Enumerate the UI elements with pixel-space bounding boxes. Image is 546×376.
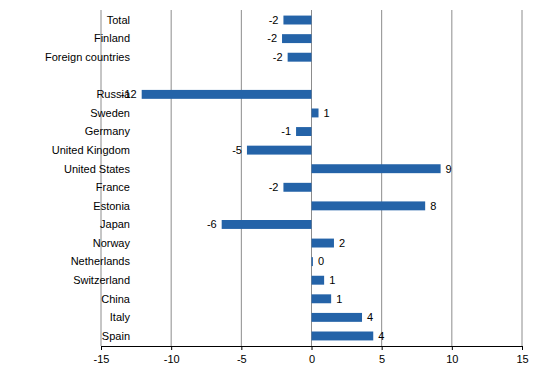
grid-line — [241, 10, 242, 346]
category-label: Norway — [93, 237, 131, 249]
data-label: 1 — [336, 293, 342, 305]
data-label: -2 — [269, 14, 279, 26]
data-label: 9 — [446, 163, 452, 175]
x-tick-label: -5 — [237, 353, 247, 365]
x-tick-label: -15 — [94, 353, 110, 365]
grid-line — [451, 10, 452, 346]
bar — [296, 127, 311, 136]
bar — [312, 294, 332, 303]
category-label: Finland — [94, 32, 130, 44]
x-tick: 15 — [516, 346, 528, 365]
category-label: Netherlands — [71, 255, 131, 267]
grid — [101, 10, 522, 346]
data-label: 4 — [378, 330, 384, 342]
x-tick-label: 10 — [446, 353, 458, 365]
grid-line — [522, 10, 523, 346]
bar — [312, 257, 313, 266]
data-label: -5 — [232, 144, 242, 156]
category-label: Total — [107, 14, 130, 26]
data-label: 4 — [367, 311, 373, 323]
x-tick-mark — [101, 346, 102, 350]
bar — [312, 332, 374, 341]
category-label: Estonia — [93, 200, 131, 212]
data-label: -2 — [273, 51, 283, 63]
category-label: Sweden — [90, 107, 130, 119]
x-tick: 10 — [446, 346, 458, 365]
bar — [312, 164, 441, 173]
x-tick: -10 — [164, 346, 180, 365]
x-tick: 0 — [309, 346, 315, 365]
category-label: Italy — [110, 311, 131, 323]
x-tick-mark — [522, 346, 523, 350]
category-label: United States — [64, 163, 131, 175]
category-label: Spain — [102, 330, 130, 342]
x-tick-mark — [382, 346, 383, 350]
bar — [288, 53, 312, 62]
x-tick-label: -10 — [164, 353, 180, 365]
bars — [142, 16, 441, 341]
chart: -15-10-5051015TotalFinlandForeign countr… — [0, 0, 546, 376]
bar — [312, 313, 363, 322]
x-tick-label: 0 — [309, 353, 315, 365]
bar — [282, 34, 311, 43]
category-label: China — [101, 293, 131, 305]
data-label: 1 — [329, 274, 335, 286]
x-tick-mark — [171, 346, 172, 350]
bar — [283, 183, 311, 192]
category-label: Japan — [100, 218, 130, 230]
data-label: 2 — [339, 237, 345, 249]
x-tick-mark — [452, 346, 453, 350]
category-label: Foreign countries — [45, 51, 130, 63]
data-label: -12 — [121, 88, 137, 100]
data-label: -2 — [267, 32, 277, 44]
data-label: -6 — [207, 218, 217, 230]
bar — [142, 90, 312, 99]
x-axis-line — [102, 347, 523, 351]
data-label: 0 — [318, 255, 324, 267]
category-label: Switzerland — [73, 274, 130, 286]
category-label: Germany — [85, 125, 131, 137]
x-tick: -5 — [237, 346, 247, 365]
bar — [222, 220, 312, 229]
data-labels: -2-2-2-121-1-59-28-6201144 — [121, 14, 452, 342]
x-tick: -15 — [94, 346, 110, 365]
x-tick-label: 15 — [516, 353, 528, 365]
data-label: -2 — [269, 181, 279, 193]
bar — [312, 239, 334, 248]
category-label: France — [96, 181, 130, 193]
grid-line — [171, 10, 172, 346]
data-label: 8 — [430, 200, 436, 212]
bar — [312, 108, 319, 117]
x-tick-mark — [312, 346, 313, 350]
bar — [312, 201, 426, 210]
data-label: 1 — [324, 107, 330, 119]
data-label: -1 — [281, 125, 291, 137]
x-tick-label: 5 — [379, 353, 385, 365]
grid-line — [381, 10, 382, 346]
bar — [283, 16, 311, 25]
x-tick: 5 — [379, 346, 385, 365]
bar — [247, 146, 312, 155]
x-axis: -15 -10 -5 0 5 10 15 — [94, 346, 529, 365]
y-axis: TotalFinlandForeign countriesRussiaSwede… — [45, 14, 131, 342]
category-label: United Kingdom — [52, 144, 130, 156]
bar — [312, 276, 325, 285]
x-tick-mark — [241, 346, 242, 350]
